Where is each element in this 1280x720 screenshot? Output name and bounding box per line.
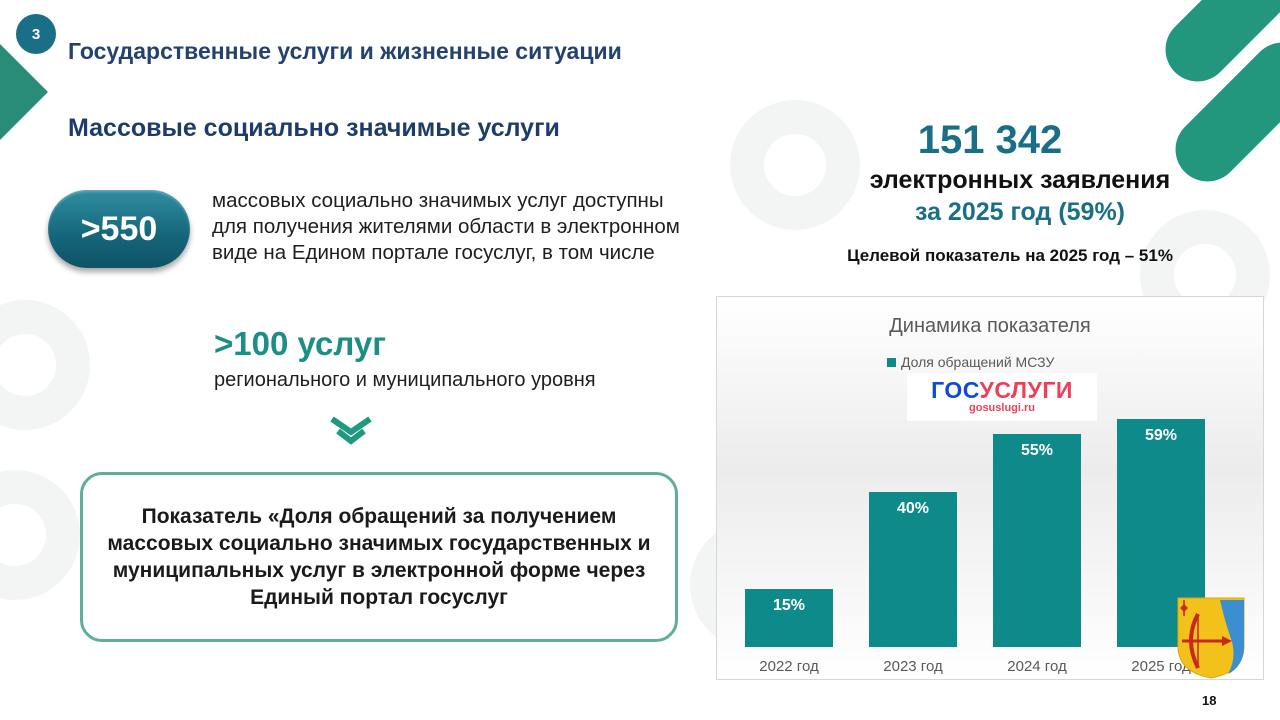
watermark-circle [0, 300, 90, 430]
corner-triangle-decoration [0, 44, 48, 140]
slide-number-badge: 3 [16, 14, 56, 54]
indicator-box: Показатель «Доля обращений за получением… [80, 472, 678, 642]
chart-bar [745, 588, 833, 647]
gosuslugi-url: gosuslugi.ru [969, 402, 1035, 414]
chart-data-label: 40% [896, 500, 930, 518]
watermark-circle [0, 470, 80, 600]
chart-data-label: 15% [772, 596, 806, 614]
target-indicator: Целевой показатель на 2025 год – 51% [847, 246, 1173, 265]
regional-services-count: >100 услуг [214, 325, 387, 362]
chart-category-label: 2025 год [1131, 658, 1191, 675]
coat-of-arms-icon [1177, 597, 1245, 679]
chart-legend: Доля обращений МСЗУ [887, 354, 1054, 370]
services-count-badge: >550 [48, 190, 190, 268]
page-title: Государственные услуги и жизненные ситуа… [68, 38, 622, 64]
gosuslugi-logo-text: ГОСУСЛУГИ [931, 377, 1073, 403]
chart-category-label: 2023 год [883, 658, 943, 675]
legend-swatch [887, 357, 896, 367]
bar-chart: Динамика показателя Доля обращений МСЗУ … [716, 296, 1264, 680]
gosuslugi-logo: ГОСУСЛУГИ gosuslugi.ru [907, 373, 1097, 421]
chart-data-label: 59% [1144, 426, 1178, 444]
chart-category-label: 2022 год [759, 658, 819, 675]
section-title: Массовые социально значимые услуги [68, 114, 560, 142]
chart-data-label: 55% [1020, 442, 1054, 460]
applications-number: 151 342 [917, 118, 1063, 162]
chevron-down-icon [330, 416, 372, 445]
regional-services-text: регионального и муниципального уровня [214, 369, 596, 391]
chart-category-label: 2024 год [1007, 658, 1067, 675]
chart-bar [993, 434, 1081, 647]
services-description: массовых социально значимых услуг доступ… [212, 189, 680, 264]
indicator-text: Показатель «Доля обращений за получением… [107, 505, 651, 609]
page-number: 18 [1202, 693, 1217, 708]
applications-label: электронных заявления [869, 166, 1171, 194]
year-label: за 2025 год (59%) [914, 198, 1126, 226]
legend-label: Доля обращений МСЗУ [901, 354, 1055, 370]
chart-title: Динамика показателя [889, 315, 1091, 337]
chart-bar [869, 492, 957, 647]
